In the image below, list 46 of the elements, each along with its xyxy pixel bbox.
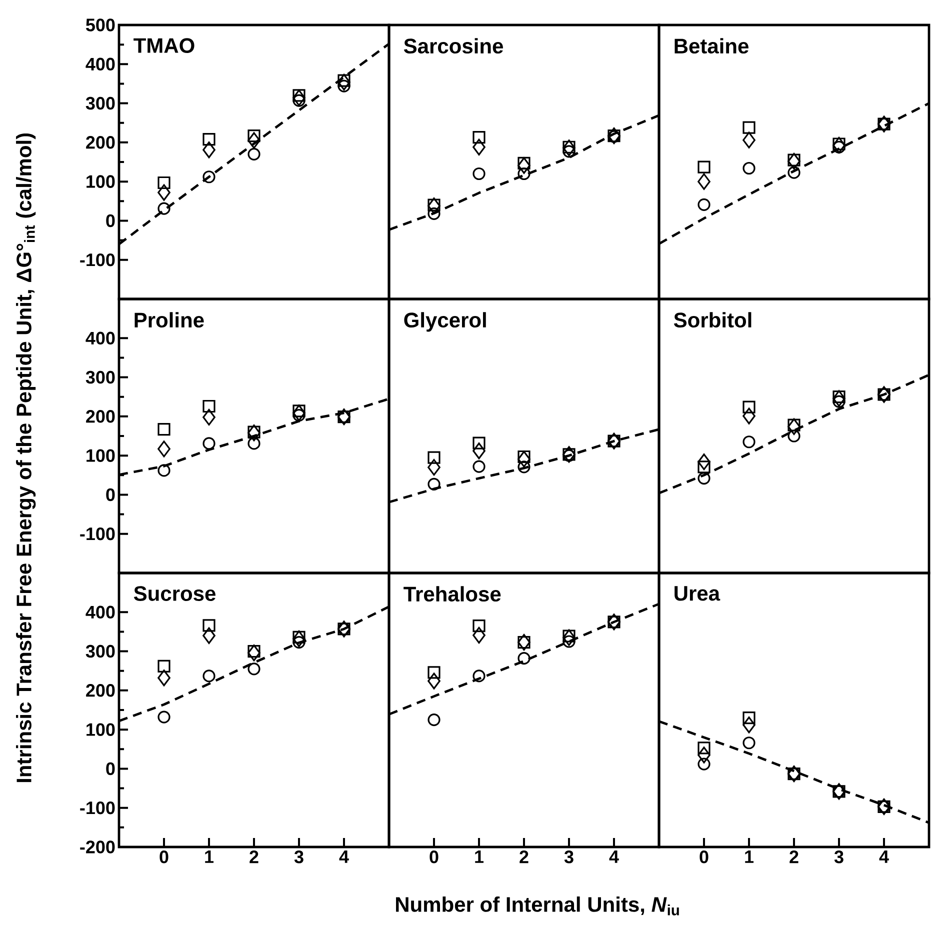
x-axis-title: Number of Internal Units, N$_{iu}$	[396, 896, 679, 916]
y-tick-label: -100	[80, 253, 115, 266]
chart-title: Betaine	[674, 38, 748, 54]
x-tick-label: 0	[430, 850, 438, 864]
y-tick-label: 300	[86, 644, 115, 658]
chart-title: Urea	[674, 586, 720, 601]
chart-title: Sucrose	[134, 586, 216, 601]
y-tick-label: 100	[86, 175, 115, 188]
y-tick-label: 400	[86, 606, 115, 619]
x-tick-label: 4	[879, 850, 889, 863]
y-tick-label: 300	[86, 96, 115, 110]
y-axis-title: Intrinsic Transfer Free Energy of the Peptide Unit, ΔG°$_{int}$ (cal/mol)	[16, 133, 36, 782]
y-tick-label: 100	[86, 449, 115, 462]
x-tick-label: 2	[790, 850, 798, 864]
x-tick-label: 3	[834, 850, 844, 864]
x-tick-label: 1	[475, 850, 484, 863]
x-tick-label: 0	[700, 850, 708, 864]
y-tick-label: 200	[86, 410, 115, 423]
x-tick-label: 1	[745, 850, 754, 863]
x-tick-label: 4	[339, 850, 349, 863]
y-tick-label: 400	[86, 332, 115, 345]
y-tick-label: 0	[106, 488, 115, 502]
x-tick-label: 3	[564, 850, 574, 864]
y-tick-label: 100	[86, 723, 115, 736]
x-tick-label: 2	[250, 850, 258, 864]
text: Glycerol	[404, 312, 486, 332]
x-tick-label: 1	[205, 850, 214, 863]
y-tick-label: -100	[80, 801, 115, 814]
y-tick-label: -200	[80, 840, 115, 854]
chart-title: Sorbitol	[674, 312, 752, 328]
y-tick-label: 300	[86, 370, 115, 384]
y-tick-label: 200	[86, 136, 115, 149]
chart-title: Trehalose	[404, 586, 501, 602]
y-tick-label: -100	[80, 527, 115, 540]
y-tick-label: 200	[86, 684, 115, 697]
y-tick-label: 0	[106, 214, 115, 228]
y-tick-label: 0	[106, 762, 115, 776]
y-tick-label: 400	[86, 58, 115, 71]
x-tick-label: 0	[160, 850, 168, 864]
chart-title: Proline	[134, 312, 204, 328]
x-tick-label: 4	[609, 850, 619, 863]
x-tick-label: 2	[520, 850, 528, 864]
x-tick-label: 3	[294, 850, 304, 864]
chart-title: TMAO	[134, 38, 194, 53]
y-tick-label: 500	[86, 18, 115, 32]
chart-title: Sarcosine	[404, 38, 503, 54]
